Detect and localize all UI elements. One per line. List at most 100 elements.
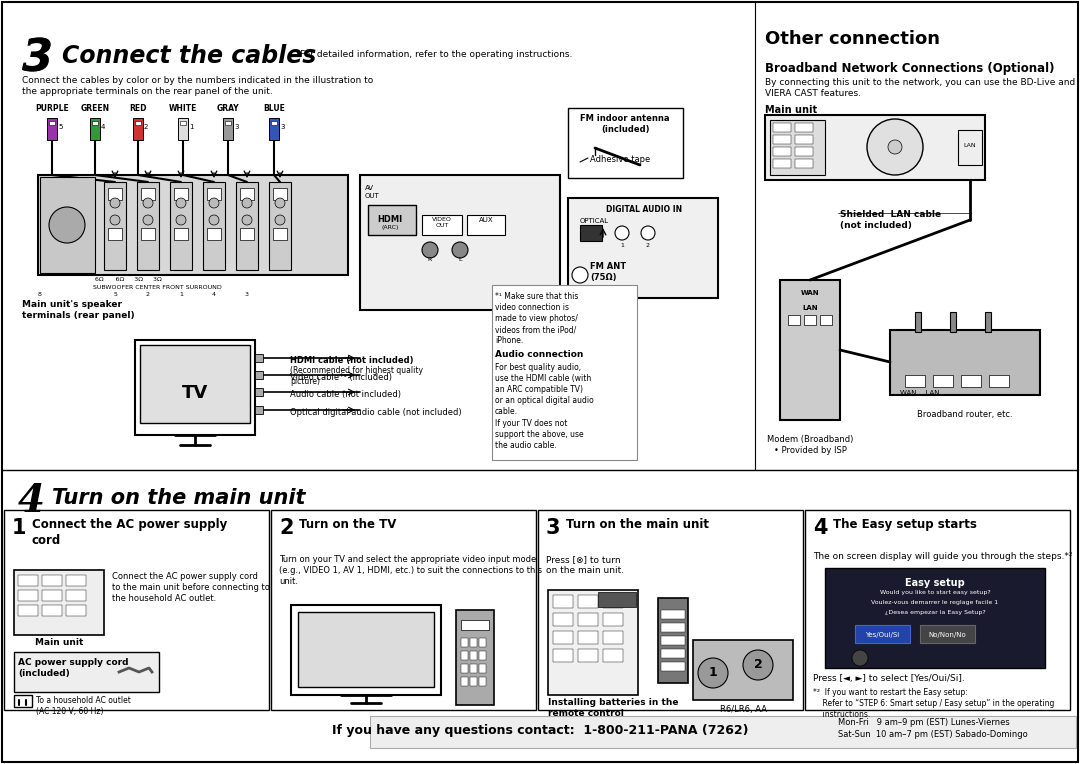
Bar [480,651,486,660]
Bar [137,182,159,270]
Bar [568,108,683,178]
Text: 5: 5 [113,292,117,297]
Bar [467,215,505,235]
Bar [422,215,462,235]
Bar [108,188,122,200]
Text: 8: 8 [38,292,42,297]
Bar [820,315,832,325]
Text: GREEN: GREEN [80,104,109,113]
Circle shape [242,215,252,225]
Bar [661,610,685,619]
Bar [180,121,186,125]
Bar [661,662,685,671]
Bar [480,677,486,686]
Bar [135,340,255,435]
Bar [66,605,86,616]
Text: WHITE: WHITE [168,104,198,113]
Bar [795,135,813,144]
Bar [693,640,793,700]
Text: 5: 5 [58,124,63,130]
Text: 4: 4 [813,518,827,538]
Text: PURPLE: PURPLE [36,104,69,113]
Text: No/Non/No: No/Non/No [928,632,966,638]
Bar [958,130,982,165]
Bar [492,285,637,460]
Text: BLUE: BLUE [264,104,285,113]
Text: Other connection: Other connection [765,30,940,48]
Text: 3: 3 [546,518,561,538]
Text: Installing batteries in the
remote control: Installing batteries in the remote contr… [548,698,678,718]
Bar [141,228,156,240]
Circle shape [110,215,120,225]
Bar [18,605,38,616]
Bar [553,649,573,662]
Text: WAN: WAN [800,290,820,296]
Circle shape [572,267,588,283]
Text: RED: RED [130,104,147,113]
Text: If you have any questions contact:  1-800-211-PANA (7262): If you have any questions contact: 1-800… [332,724,748,737]
Bar [480,664,486,673]
Text: *¹ Make sure that this
video connection is
made to view photos/
videos from the : *¹ Make sure that this video connection … [495,292,579,345]
Bar [170,182,192,270]
Text: For best quality audio,
use the HDMI cable (with
an ARC compatible TV)
or an opt: For best quality audio, use the HDMI cab… [495,363,594,450]
Circle shape [888,140,902,154]
Circle shape [143,215,153,225]
Bar [456,610,494,705]
Text: 1: 1 [189,124,193,130]
Text: 3: 3 [234,124,239,130]
Bar [273,228,287,240]
Circle shape [110,198,120,208]
Text: 2: 2 [146,292,150,297]
Bar [603,595,623,608]
Bar [141,188,156,200]
Bar [48,118,57,140]
Bar [4,510,269,710]
Bar [66,575,86,586]
Bar [42,605,62,616]
Text: ¿Desea empezar la Easy Setup?: ¿Desea empezar la Easy Setup? [885,610,985,615]
Bar [92,121,98,125]
Circle shape [275,215,285,225]
Text: 3: 3 [245,292,249,297]
Bar [66,590,86,601]
Bar [38,175,348,275]
Bar [825,568,1045,668]
Bar [795,147,813,156]
Text: Video cable*¹ (included): Video cable*¹ (included) [291,373,392,382]
Bar [568,198,718,298]
Bar [42,590,62,601]
Text: R6/LR6, AA: R6/LR6, AA [719,705,767,714]
Circle shape [615,226,629,240]
Bar [104,182,126,270]
Circle shape [867,119,923,175]
Bar [553,631,573,644]
Bar [135,121,141,125]
Bar [273,188,287,200]
Circle shape [852,650,868,666]
Bar [795,123,813,132]
Text: Main unit: Main unit [35,638,83,647]
Bar [49,121,55,125]
Bar [269,118,279,140]
Text: L: L [458,257,462,262]
Bar [915,312,921,332]
Bar [360,175,561,310]
Bar [658,598,688,683]
Bar [291,605,441,695]
Bar [985,312,991,332]
Bar [788,315,800,325]
Bar [18,575,38,586]
Bar [461,664,468,673]
Text: The Easy setup starts: The Easy setup starts [833,518,977,531]
Text: OPTICAL: OPTICAL [580,218,609,224]
Text: By connecting this unit to the network, you can use the BD-Live and
VIERA CAST f: By connecting this unit to the network, … [765,78,1076,98]
Circle shape [698,658,728,688]
Text: TV: TV [181,384,208,402]
Bar [42,575,62,586]
Bar [470,651,477,660]
Circle shape [143,198,153,208]
Bar [240,188,254,200]
Text: Turn on the main unit: Turn on the main unit [52,488,306,508]
Text: AUX: AUX [478,217,494,223]
Bar [255,406,264,414]
